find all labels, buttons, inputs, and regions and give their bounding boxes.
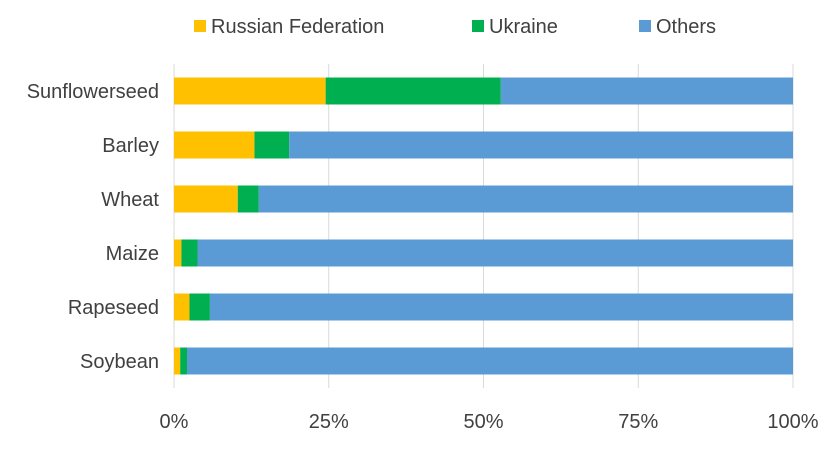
category-label: Sunflowerseed — [27, 81, 159, 103]
bar-segment — [189, 293, 210, 321]
bar-segment — [174, 293, 190, 321]
bar-segment — [209, 293, 794, 321]
legend-label: Others — [656, 16, 716, 38]
bar-segment — [174, 131, 255, 159]
x-tick-label: 75% — [618, 411, 658, 433]
legend-label: Ukraine — [489, 16, 558, 38]
bar-segment — [289, 131, 793, 159]
category-label: Soybean — [80, 351, 159, 373]
bar-segment — [180, 347, 187, 375]
bar-segment — [254, 131, 290, 159]
category-label: Barley — [102, 135, 159, 157]
legend: Russian Federation Ukraine Others — [194, 16, 716, 38]
bar-segment — [500, 77, 793, 105]
legend-swatch — [472, 20, 484, 32]
bar-segment — [258, 185, 794, 213]
bar-segment — [186, 347, 793, 375]
x-tick-label: 0% — [160, 411, 189, 433]
bar-segment — [181, 239, 198, 267]
x-tick-label: 50% — [463, 411, 503, 433]
x-tick-label: 100% — [767, 411, 818, 433]
category-label: Maize — [106, 243, 159, 265]
bar-segment — [197, 239, 794, 267]
legend-swatch — [194, 20, 206, 32]
gridlines — [173, 64, 794, 388]
bar-segment — [325, 77, 501, 105]
bars — [174, 77, 794, 375]
x-axis-labels: 0% 25% 50% 75% 100% — [160, 411, 819, 433]
legend-swatch — [639, 20, 651, 32]
bar-segment — [237, 185, 259, 213]
bar-segment — [174, 239, 182, 267]
category-label: Rapeseed — [68, 297, 159, 319]
bar-segment — [174, 347, 181, 375]
legend-label: Russian Federation — [211, 16, 384, 38]
bar-segment — [174, 77, 326, 105]
bar-segment — [174, 185, 238, 213]
y-axis-labels: Sunflowerseed Barley Wheat Maize Rapeseed Soy… — [27, 81, 160, 373]
category-label: Wheat — [101, 189, 159, 211]
x-tick-label: 25% — [309, 411, 349, 433]
